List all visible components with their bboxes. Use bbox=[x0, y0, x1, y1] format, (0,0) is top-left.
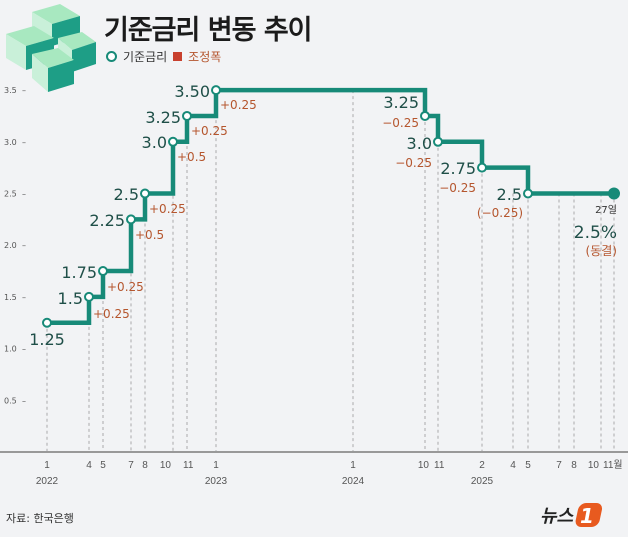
rate-change-label: +0.5 bbox=[177, 150, 206, 164]
x-tick-label: 1 bbox=[213, 460, 219, 471]
legend-rate: 기준금리 bbox=[123, 50, 168, 64]
rate-point bbox=[420, 110, 430, 121]
rate-point bbox=[126, 214, 136, 225]
y-tick-label: 2.0 bbox=[4, 241, 17, 250]
y-tick-mark: – bbox=[22, 345, 26, 354]
rate-point bbox=[523, 188, 533, 199]
x-year-label: 2025 bbox=[471, 476, 494, 487]
y-tick-mark: – bbox=[22, 86, 26, 95]
date-label: 27일 bbox=[595, 204, 617, 216]
x-tick-label: 11 bbox=[183, 460, 194, 471]
x-tick-label: 2 bbox=[479, 460, 485, 471]
rate-value-label: 2.5 bbox=[114, 185, 139, 204]
y-tick-label: 0.5 bbox=[4, 396, 17, 405]
rate-change-label: +0.5 bbox=[135, 228, 164, 242]
current-rate-dot bbox=[608, 187, 620, 200]
rate-value-label: 2.75 bbox=[440, 159, 476, 178]
rate-point bbox=[42, 317, 52, 328]
rate-point bbox=[84, 291, 94, 302]
x-year-label: 2024 bbox=[342, 476, 365, 487]
rate-value-label: 2.5% bbox=[574, 223, 617, 243]
x-tick-label: 1 bbox=[350, 460, 356, 471]
rate-change-label: −0.25 bbox=[382, 116, 419, 130]
x-tick-label: 7 bbox=[556, 460, 562, 471]
rate-value-label: 3.0 bbox=[142, 133, 167, 152]
y-tick-label: 1.5 bbox=[4, 293, 17, 302]
y-tick-mark: – bbox=[22, 293, 26, 302]
x-tick-label: 10 bbox=[588, 460, 600, 471]
rate-value-label: 1.25 bbox=[29, 330, 65, 349]
money-stack-icon bbox=[6, 4, 96, 92]
y-tick-mark: – bbox=[22, 190, 26, 199]
rate-point bbox=[211, 85, 221, 96]
rate-point bbox=[433, 136, 443, 147]
source-note: 자료: 한국은행 bbox=[6, 512, 74, 525]
rate-point bbox=[168, 136, 178, 147]
x-tick-label: 5 bbox=[100, 460, 106, 471]
rate-change-label: +0.25 bbox=[107, 280, 144, 294]
circle-icon bbox=[106, 51, 117, 62]
rate-value-label: 2.25 bbox=[89, 211, 125, 230]
x-year-label: 2022 bbox=[36, 476, 59, 487]
rate-change-label: −0.25 bbox=[395, 156, 432, 170]
y-tick-label: 1.0 bbox=[4, 345, 17, 354]
x-tick-label: 8 bbox=[142, 460, 148, 471]
rate-value-label: 3.50 bbox=[174, 82, 210, 101]
svg-text:1: 1 bbox=[580, 504, 594, 528]
legend: 기준금리 조정폭 bbox=[106, 48, 221, 65]
square-icon bbox=[173, 52, 183, 61]
y-tick-label: 3.0 bbox=[4, 138, 17, 147]
x-tick-label: 11월 bbox=[603, 459, 623, 471]
x-tick-label: 7 bbox=[128, 460, 134, 471]
legend-change: 조정폭 bbox=[188, 50, 222, 64]
rate-change-label: +0.25 bbox=[220, 98, 257, 112]
x-year-label: 2023 bbox=[205, 476, 228, 487]
chart-title: 기준금리 변동 추이 bbox=[104, 15, 313, 46]
rate-change-label: +0.25 bbox=[149, 202, 186, 216]
rate-point bbox=[140, 188, 150, 199]
logo-mark-icon: 1 bbox=[575, 503, 603, 528]
rate-point bbox=[98, 266, 108, 277]
x-tick-label: 11 bbox=[434, 460, 445, 471]
rate-change-label: +0.25 bbox=[93, 307, 130, 321]
y-tick-label: 2.5 bbox=[4, 190, 17, 199]
rate-value-label: 3.0 bbox=[407, 134, 432, 153]
rate-value-label: 3.25 bbox=[383, 93, 419, 112]
news1-logo: 뉴스 1 bbox=[540, 500, 603, 530]
x-tick-label: 10 bbox=[160, 460, 172, 471]
rate-point bbox=[477, 162, 487, 173]
y-tick-mark: – bbox=[22, 138, 26, 147]
x-tick-label: 8 bbox=[571, 460, 577, 471]
rate-change-label: +0.25 bbox=[191, 124, 228, 138]
rate-value-label: 1.5 bbox=[58, 289, 83, 308]
x-tick-label: 1 bbox=[44, 460, 50, 471]
x-tick-label: 10 bbox=[418, 460, 430, 471]
rate-change-label: (동결) bbox=[586, 244, 617, 258]
y-tick-mark: – bbox=[22, 396, 26, 405]
rate-value-label: 3.25 bbox=[145, 108, 181, 127]
rate-value-label: 1.75 bbox=[61, 263, 97, 282]
rate-point bbox=[182, 110, 192, 121]
x-tick-label: 4 bbox=[510, 460, 516, 471]
x-tick-label: 4 bbox=[86, 460, 92, 471]
y-tick-mark: – bbox=[22, 241, 26, 250]
rate-change-label: −0.25 bbox=[439, 181, 476, 195]
rate-value-label: 2.5 bbox=[497, 185, 522, 204]
rate-change-label: (−0.25) bbox=[477, 206, 523, 220]
y-tick-label: 3.5 bbox=[4, 86, 17, 95]
x-tick-label: 5 bbox=[525, 460, 531, 471]
